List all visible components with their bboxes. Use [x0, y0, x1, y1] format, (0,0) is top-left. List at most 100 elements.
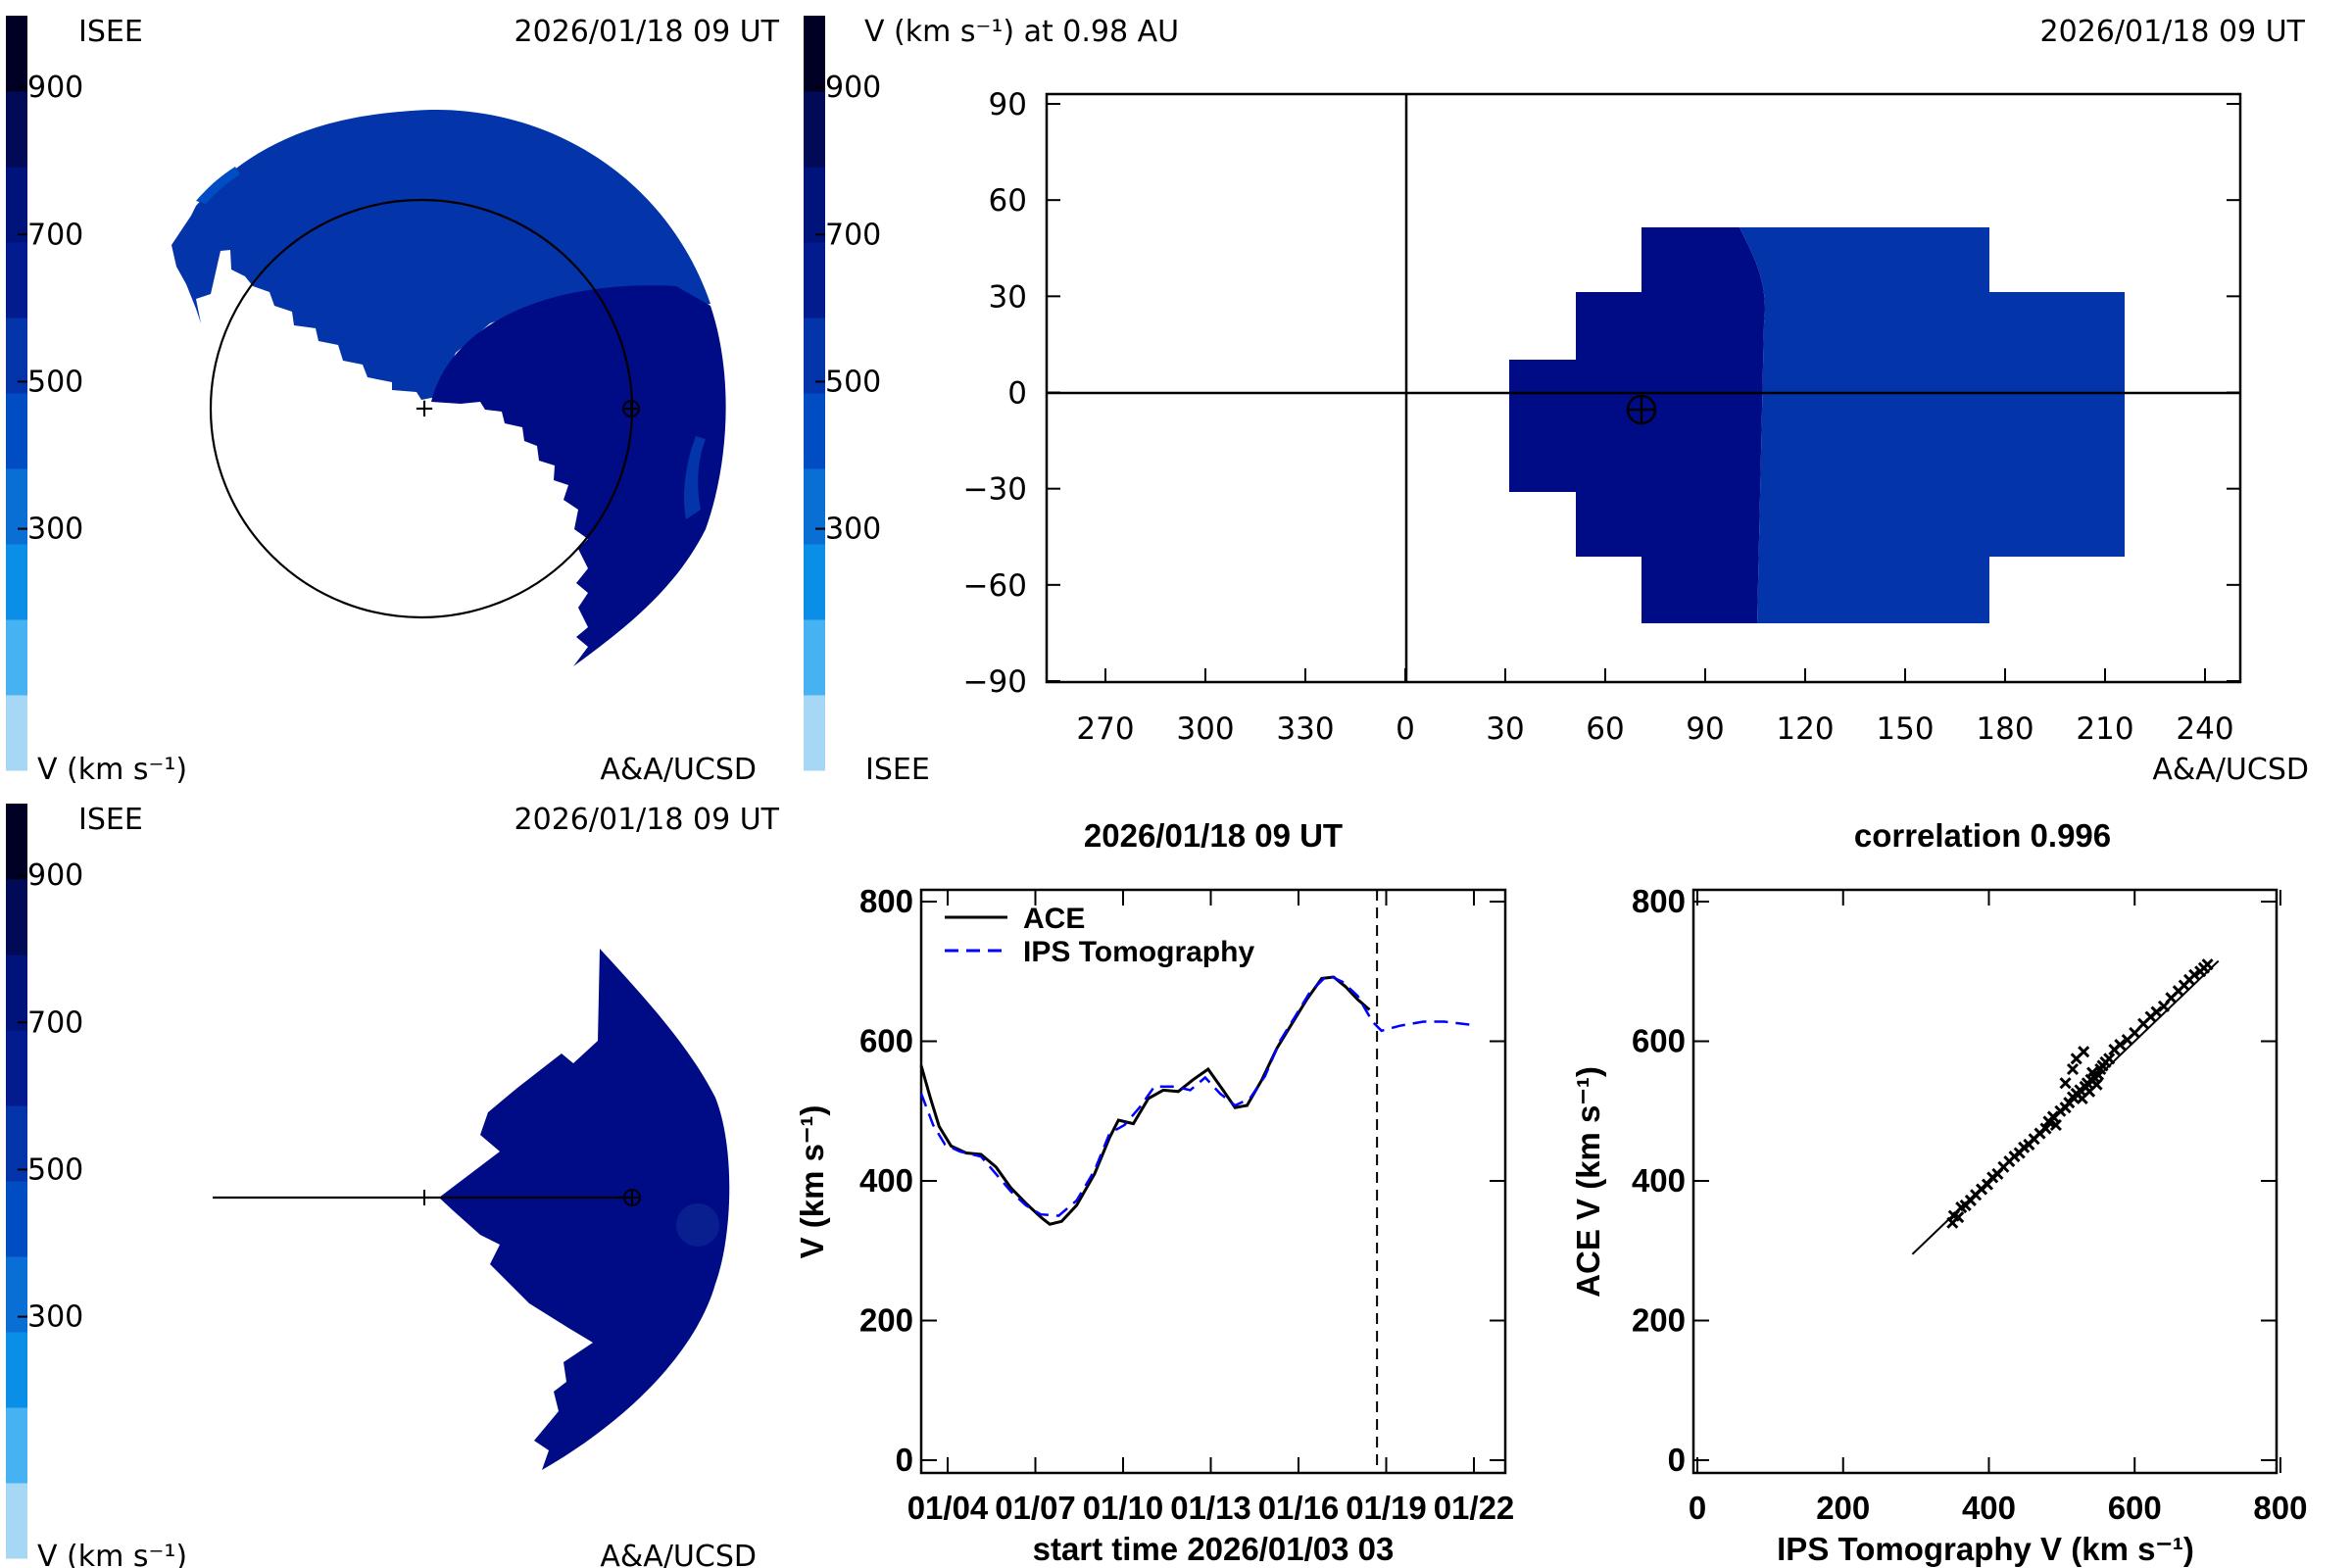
map-x-tick-label: 330	[1276, 711, 1334, 747]
unit-label: V (km s⁻¹)	[37, 753, 187, 787]
solar-wind-slow-strip	[684, 436, 706, 519]
colorbar-band	[6, 1332, 27, 1408]
colorbar-band	[6, 242, 27, 318]
time-series-y-tick-label: 600	[859, 1023, 913, 1059]
legend-label: IPS Tomography	[1023, 936, 1254, 968]
colorbar-tick-label: 700	[825, 218, 881, 252]
map-x-tick-label: 30	[1486, 711, 1524, 747]
colorbar-band	[6, 544, 27, 620]
source-label: ISEE	[78, 15, 143, 49]
colorbar-tick-label: 300	[825, 513, 881, 547]
legend-label: ACE	[1023, 903, 1085, 935]
colorbar-band	[6, 1181, 27, 1257]
scatter-y-tick-label: 800	[1632, 883, 1686, 919]
time-series-x-label: start time 2026/01/03 03	[1033, 1531, 1395, 1567]
time-series-y-label: V (km s⁻¹)	[794, 1105, 830, 1259]
map-y-tick-label: 30	[989, 279, 1027, 315]
map-slow-wind-region	[1740, 227, 2125, 623]
colorbar-band	[6, 619, 27, 696]
unit-label: V (km s⁻¹)	[37, 1540, 187, 1568]
time-series-x-tick-label: 01/04	[907, 1490, 989, 1526]
colorbar-band	[6, 1030, 27, 1106]
timestamp-label: 2026/01/18 09 UT	[2040, 15, 2306, 49]
scatter-point	[2201, 958, 2214, 971]
credit-label: A&A/UCSD	[600, 753, 757, 787]
time-series-frame	[919, 888, 1507, 1475]
map-y-tick-label: 0	[1007, 376, 1027, 412]
map-x-tick-label: 0	[1396, 711, 1415, 747]
timestamp-label: 2026/01/18 09 UT	[514, 803, 780, 837]
colorbar-band	[804, 318, 825, 394]
earth-marker	[1626, 394, 1657, 425]
colorbar-tick-label: 900	[27, 858, 83, 893]
time-series-y-tick-label: 400	[859, 1162, 913, 1199]
scatter-y-tick-label: 200	[1632, 1302, 1686, 1339]
colorbar-band	[804, 167, 825, 243]
credit-label: A&A/UCSD	[2152, 753, 2309, 787]
map-y-ticks: 90 60 30 0 −30 −60 −90	[963, 87, 2240, 700]
solar-wind-slow-region	[172, 109, 710, 400]
scatter-points	[1946, 958, 2214, 1229]
map-x-tick-label: 60	[1586, 711, 1624, 747]
top-left-panel: 900 700 500 300 ISEE 2026/01/18 09 UT + V (…	[6, 15, 780, 787]
map-y-tick-label: −90	[963, 664, 1027, 700]
time-series-y-tick-label: 200	[859, 1302, 913, 1339]
colorbar-band	[6, 695, 27, 771]
time-series-x-tick-label: 01/16	[1258, 1490, 1340, 1526]
time-series-title: 2026/01/18 09 UT	[1084, 817, 1343, 854]
colorbar-tick-label: 500	[825, 365, 881, 399]
map-x-tick-label: 120	[1776, 711, 1834, 747]
colorbar-tick-label: 900	[825, 71, 881, 105]
colorbar-band	[804, 242, 825, 318]
colorbar-band	[6, 468, 27, 545]
scatter-point	[2114, 1038, 2127, 1052]
scatter-y-ticks: 800 600 400 200 0	[1632, 883, 2277, 1478]
colorbar-band	[6, 16, 27, 92]
scatter-y-tick-label: 600	[1632, 1023, 1686, 1059]
colorbar-band	[804, 544, 825, 620]
scatter-panel: correlation 0.996 800 600 400 200 0 0 200 400 6…	[1570, 817, 2307, 1567]
credit-label: A&A/UCSD	[600, 1540, 757, 1568]
colorbar-tick-label: 300	[27, 513, 83, 547]
colorbar-band	[6, 1483, 27, 1559]
source-label: ISEE	[865, 753, 930, 787]
time-series-x-tick-label: 01/10	[1083, 1490, 1164, 1526]
scatter-x-tick-label: 0	[1689, 1490, 1706, 1526]
time-series-lines	[919, 973, 1475, 1226]
colorbar-band	[804, 468, 825, 545]
scatter-title: correlation 0.996	[1854, 817, 2111, 854]
map-y-tick-label: 60	[989, 183, 1027, 219]
colorbar-band	[6, 167, 27, 243]
colorbar-tick-label: 500	[27, 365, 83, 399]
map-y-tick-label: 90	[989, 87, 1027, 122]
map-x-tick-label: 300	[1176, 711, 1234, 747]
colorbar-band	[6, 955, 27, 1031]
time-series-x-tick-label: 01/13	[1170, 1490, 1251, 1526]
scatter-point	[2039, 1122, 2052, 1135]
scatter-x-tick-label: 400	[1962, 1490, 2016, 1526]
scatter-point	[2129, 1026, 2141, 1040]
scatter-x-label: IPS Tomography V (km s⁻¹)	[1777, 1531, 2194, 1567]
colorbar-band	[6, 879, 27, 956]
time-series-x-tick-label: 01/07	[995, 1490, 1076, 1526]
scatter-point	[2090, 1078, 2103, 1091]
scatter-y-tick-label: 400	[1632, 1162, 1686, 1199]
time-series-x-tick-label: 01/19	[1346, 1490, 1427, 1526]
map-y-tick-label: −60	[963, 568, 1027, 604]
solar-wind-edge-strip	[196, 167, 240, 204]
colorbar-tick-label: 900	[27, 71, 83, 105]
colorbar-top-right: 900 700 500 300	[804, 16, 881, 771]
scatter-x-tick-label: 200	[1816, 1490, 1870, 1526]
colorbar-band	[6, 804, 27, 880]
colorbar-band	[804, 695, 825, 771]
time-series-panel: 2026/01/18 09 UT 800 600 400 200 0 01/04 01/0…	[794, 817, 1514, 1567]
scatter-point	[2059, 1077, 2072, 1090]
map-x-tick-label: 90	[1686, 711, 1724, 747]
scatter-point	[1952, 1210, 1965, 1224]
map-title: V (km s⁻¹) at 0.98 AU	[864, 15, 1179, 49]
series-line-ips-tomography	[919, 973, 1475, 1217]
map-x-tick-label: 270	[1076, 711, 1134, 747]
